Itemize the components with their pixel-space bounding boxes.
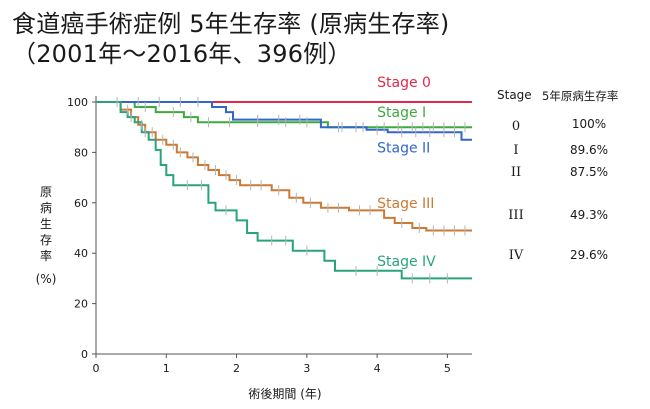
y-axis-unit: (%) [36, 272, 57, 286]
y-axis-label-char: 原 [40, 185, 52, 199]
series-line [96, 101, 472, 141]
table-stage-2: II [510, 165, 522, 180]
table-rate-4: 29.6% [569, 248, 609, 262]
table-rate-1: 89.6% [569, 143, 609, 157]
y-axis-label: 原病生存率 [40, 185, 52, 263]
table-stage-0: 0 [511, 119, 521, 134]
series-line [96, 101, 472, 129]
y-tick-label: 80 [74, 146, 88, 159]
table-rate-0: 100% [571, 117, 607, 131]
censor-marks [116, 97, 466, 284]
y-tick-label: 60 [74, 197, 88, 210]
table-header-stage: Stage [497, 88, 532, 102]
y-axis-label-char: 病 [40, 200, 52, 215]
series-labels: Stage 0 Stage I Stage II Stage III Stage IV [377, 75, 436, 270]
series-label: Stage IV [377, 254, 436, 270]
y-axis-label-char: 率 [40, 248, 52, 263]
x-tick-label: 0 [93, 362, 100, 375]
series-label: Stage 0 [377, 75, 431, 91]
x-tick-label: 1 [163, 362, 170, 375]
y-axis-label-char: 生 [40, 217, 52, 231]
series-label: Stage II [377, 140, 430, 156]
page-subtitle: （2001年～2016年、396例） [12, 40, 352, 68]
table-rate-3: 49.3% [569, 208, 609, 222]
y-axis-label-char: 存 [40, 233, 52, 247]
y-tick-label: 20 [74, 298, 88, 311]
page-title: 食道癌手術症例 5年生存率 (原病生存率) [12, 10, 450, 38]
plot-axes: 0 20 40 60 80 100 0 1 2 3 4 5 [67, 96, 472, 375]
table-stage-4: IV [508, 248, 524, 263]
table-stage-1: I [513, 143, 519, 158]
x-tick-label: 5 [444, 362, 451, 375]
x-tick-label: 4 [374, 362, 381, 375]
table-stage-3: III [508, 208, 524, 223]
y-tick-label: 0 [81, 348, 88, 361]
x-tick-label: 3 [303, 362, 310, 375]
series-label: Stage III [377, 196, 434, 212]
x-axis-label: 術後期間 (年) [248, 387, 321, 401]
series-line [96, 101, 472, 280]
x-tick-label: 2 [233, 362, 240, 375]
table-rate-2: 87.5% [569, 165, 609, 179]
y-tick-label: 40 [74, 247, 88, 260]
y-tick-label: 100 [67, 96, 88, 109]
series-label: Stage I [377, 105, 426, 121]
table-header-rate: 5年原病生存率 [542, 89, 619, 103]
